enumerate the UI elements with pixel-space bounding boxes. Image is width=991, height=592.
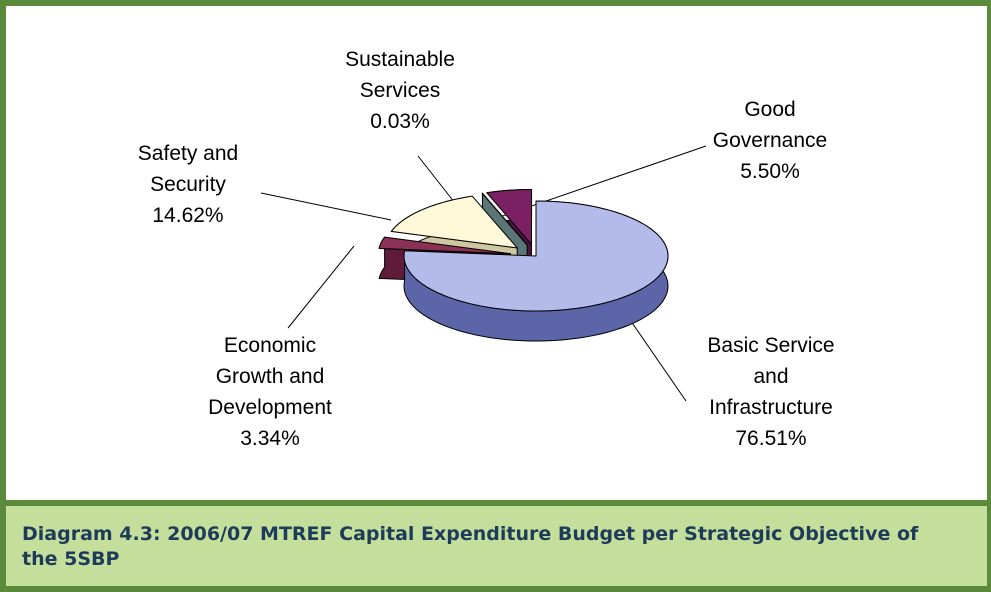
caption-band: Diagram 4.3: 2006/07 MTREF Capital Expen…: [6, 500, 987, 586]
value-label: 3.34%: [240, 427, 300, 450]
slice-label: Good Governance 5.50%: [705, 94, 835, 187]
slice-label: Economic Growth and Development 3.34%: [205, 330, 335, 454]
slice: [378, 236, 512, 255]
slice-label: Basic Service and Infrastructure 76.51%: [696, 330, 846, 454]
leader-line: [287, 245, 355, 329]
category-label: Economic Growth and Development: [208, 334, 332, 419]
slice: [486, 188, 533, 245]
slice: [403, 200, 669, 312]
value-label: 5.50%: [740, 160, 800, 183]
slice: [481, 192, 528, 246]
slice: [390, 195, 518, 249]
slice-label: Sustainable Services 0.03%: [335, 44, 465, 137]
chart: [260, 145, 707, 402]
value-label: 0.03%: [370, 110, 430, 133]
category-label: Basic Service and Infrastructure: [707, 334, 835, 419]
leader-line: [625, 313, 687, 402]
value-label: 14.62%: [152, 204, 224, 227]
leader-line: [260, 192, 392, 221]
value-label: 76.51%: [735, 427, 807, 450]
category-label: Good Governance: [712, 98, 828, 152]
slice-label: Safety and Security 14.62%: [123, 138, 253, 231]
caption: Diagram 4.3: 2006/07 MTREF Capital Expen…: [22, 523, 919, 570]
category-label: Safety and Security: [137, 142, 239, 196]
category-label: Sustainable Services: [345, 48, 455, 102]
